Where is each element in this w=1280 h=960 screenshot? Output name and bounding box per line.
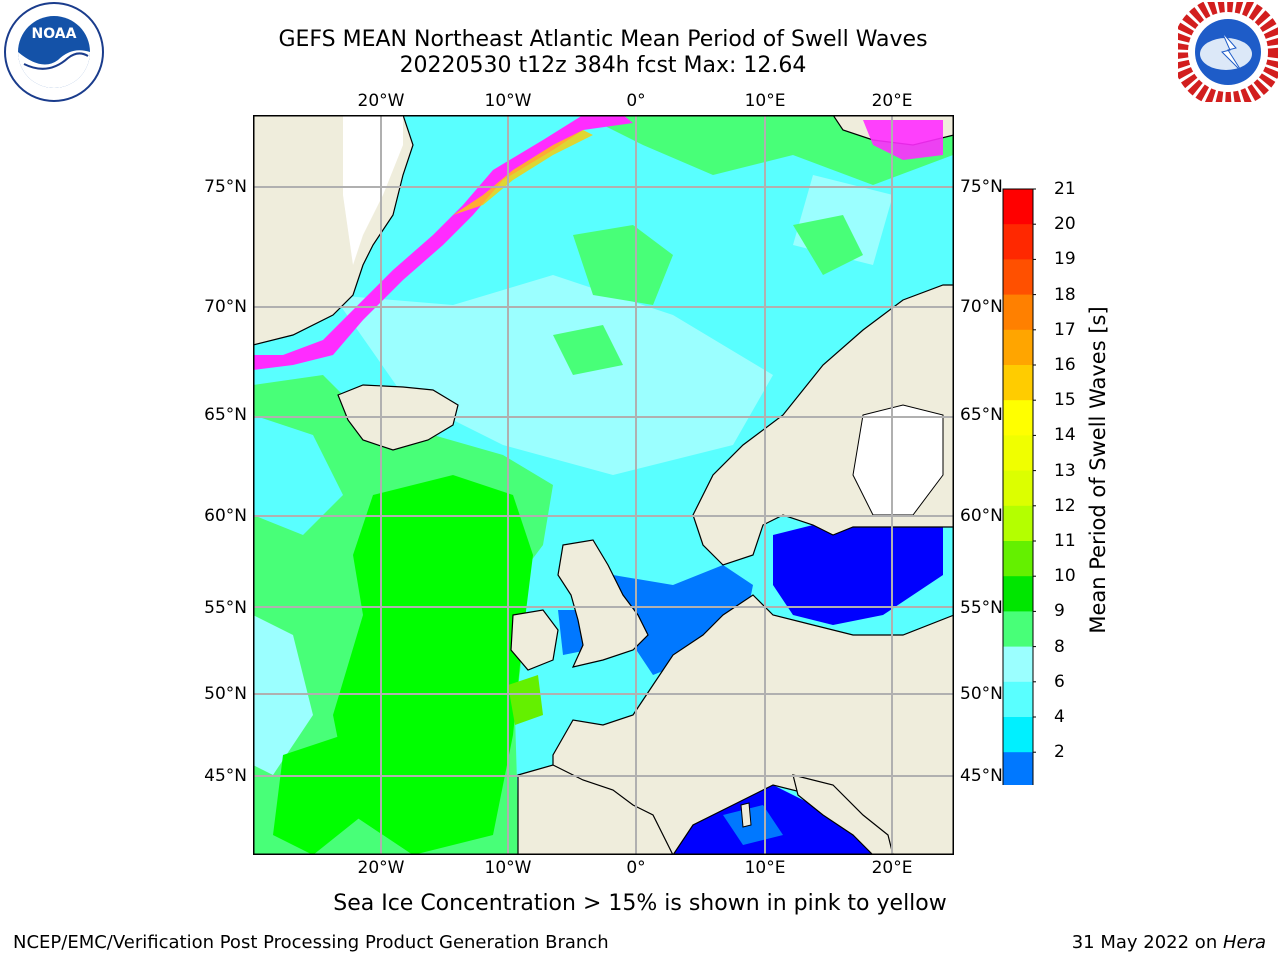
sea-ice-svalbard [863, 120, 943, 160]
land-italy [792, 774, 894, 855]
colorbar-band [1003, 717, 1033, 753]
colorbar-tick-label: 21 [1054, 179, 1076, 199]
field-cyan-west-patch [253, 415, 343, 535]
colorbar-tick-label: 9 [1054, 601, 1065, 622]
lat-label-right-65n: 65°N [960, 405, 1003, 425]
colorbar-band [1003, 541, 1033, 577]
colorbar-band [1003, 470, 1033, 507]
colorbar-tick-label: 12 [1054, 495, 1076, 516]
colorbar-tick-label: 11 [1054, 531, 1076, 551]
colorbar-label: Mean Period of Swell Waves [s] [1086, 306, 1110, 634]
colorbar-band [1003, 365, 1033, 401]
colorbar-band [1003, 224, 1033, 260]
lat-label-right-55n: 55°N [960, 598, 1003, 618]
colorbar-tick-label: 8 [1054, 636, 1065, 657]
colorbar-tick-label: 16 [1054, 355, 1076, 375]
colorbar-band [1003, 329, 1033, 366]
field-bright-green [333, 475, 533, 855]
colorbar-tick-label: 4 [1054, 707, 1065, 727]
colorbar-band [1003, 400, 1033, 436]
colorbar-tick-label: 18 [1054, 284, 1076, 305]
colorbar-band [1003, 259, 1033, 296]
footer-date: 31 May 2022 on Hera [1072, 932, 1266, 953]
sea-ice-edge [253, 115, 633, 370]
colorbar-band [1003, 576, 1033, 612]
lon-label-top-10w: 10°W [484, 91, 532, 111]
sea-ice-note: Sea Ice Concentration > 15% is shown in … [333, 891, 947, 916]
colorbar-tick-label: 20 [1054, 214, 1076, 235]
lon-label-top-20w: 20°W [357, 91, 405, 111]
field-yellow-green [508, 675, 543, 725]
lat-label-right-75n: 75°N [960, 177, 1003, 197]
lat-label-right-50n: 50°N [960, 684, 1003, 704]
colorbar-tick-label: 10 [1054, 566, 1076, 587]
greenland-icefree [343, 115, 403, 265]
footer-producer: NCEP/EMC/Verification Post Processing Pr… [13, 932, 609, 953]
footer-date-text: 31 May 2022 on [1071, 932, 1223, 953]
field-green-patch [573, 225, 673, 305]
colorbar-tick-label: 6 [1054, 671, 1065, 692]
colorbar-band [1003, 681, 1033, 718]
colorbar-band [1003, 752, 1033, 785]
colorbar-band [1003, 611, 1033, 648]
lat-label-right-60n: 60°N [960, 506, 1003, 526]
colorbar-tick-label: 13 [1054, 460, 1076, 481]
gulf-bothnia [852, 404, 944, 516]
sea-ice-edge-yellow [453, 130, 593, 215]
lat-label-left-75n: 75°N [204, 177, 247, 197]
colorbar [1002, 188, 1036, 785]
land-ireland [510, 609, 559, 671]
lon-label-top-20e: 20°E [871, 91, 913, 111]
lat-label-left-65n: 65°N [204, 405, 247, 425]
graticule [253, 115, 954, 855]
chart-title: GEFS MEAN Northeast Atlantic Mean Period… [278, 27, 928, 52]
field-light-cyan [333, 275, 773, 475]
lon-label-bottom-20e: 20°E [871, 858, 913, 878]
lon-label-bottom-10w: 10°W [484, 858, 532, 878]
lat-label-left-50n: 50°N [204, 684, 247, 704]
field-deep-blue-baltic [773, 525, 943, 625]
lat-label-left-60n: 60°N [204, 506, 247, 526]
colorbar-band [1003, 505, 1033, 542]
colorbar-tick-label: 14 [1054, 425, 1076, 446]
swell-period-map [253, 115, 954, 855]
lat-label-right-45n: 45°N [960, 766, 1003, 786]
field-bright-green-2 [273, 735, 363, 855]
colorbar-tick-label: 2 [1054, 742, 1065, 763]
lon-label-bottom-10e: 10°E [744, 858, 786, 878]
field-green-patch-3 [553, 325, 623, 375]
colorbar-band [1003, 646, 1033, 683]
lon-label-bottom-0: 0° [626, 858, 646, 878]
lon-label-top-0: 0° [626, 91, 646, 111]
colorbar-tick-label: 17 [1054, 319, 1076, 340]
lon-label-bottom-20w: 20°W [357, 858, 405, 878]
land-iberia [517, 764, 674, 855]
svg-text:NOAA: NOAA [32, 26, 77, 42]
field-green-patch-2 [793, 215, 863, 275]
lat-label-left-45n: 45°N [204, 766, 247, 786]
noaa-logo: NOAA [4, 2, 104, 102]
land-great-britain [557, 539, 649, 668]
colorbar-band [1003, 294, 1033, 331]
footer-host: Hera [1222, 932, 1266, 953]
map-frame [253, 115, 954, 855]
lon-label-top-10e: 10°E [744, 91, 786, 111]
colorbar-band [1003, 189, 1033, 225]
lat-label-left-55n: 55°N [204, 598, 247, 618]
colorbar-band [1003, 435, 1033, 472]
lat-label-right-70n: 70°N [960, 297, 1003, 317]
colorbar-tick-label: 15 [1054, 390, 1076, 411]
lat-label-left-70n: 70°N [204, 297, 247, 317]
land-corsica [740, 802, 752, 828]
chart-subtitle-run: 20220530 t12z 384h fcst Max: 12.64 [399, 53, 807, 78]
nws-logo [1178, 2, 1278, 102]
colorbar-frame [1002, 188, 1034, 785]
colorbar-tick-label: 19 [1054, 249, 1076, 270]
field-blue-med-2 [723, 805, 783, 845]
